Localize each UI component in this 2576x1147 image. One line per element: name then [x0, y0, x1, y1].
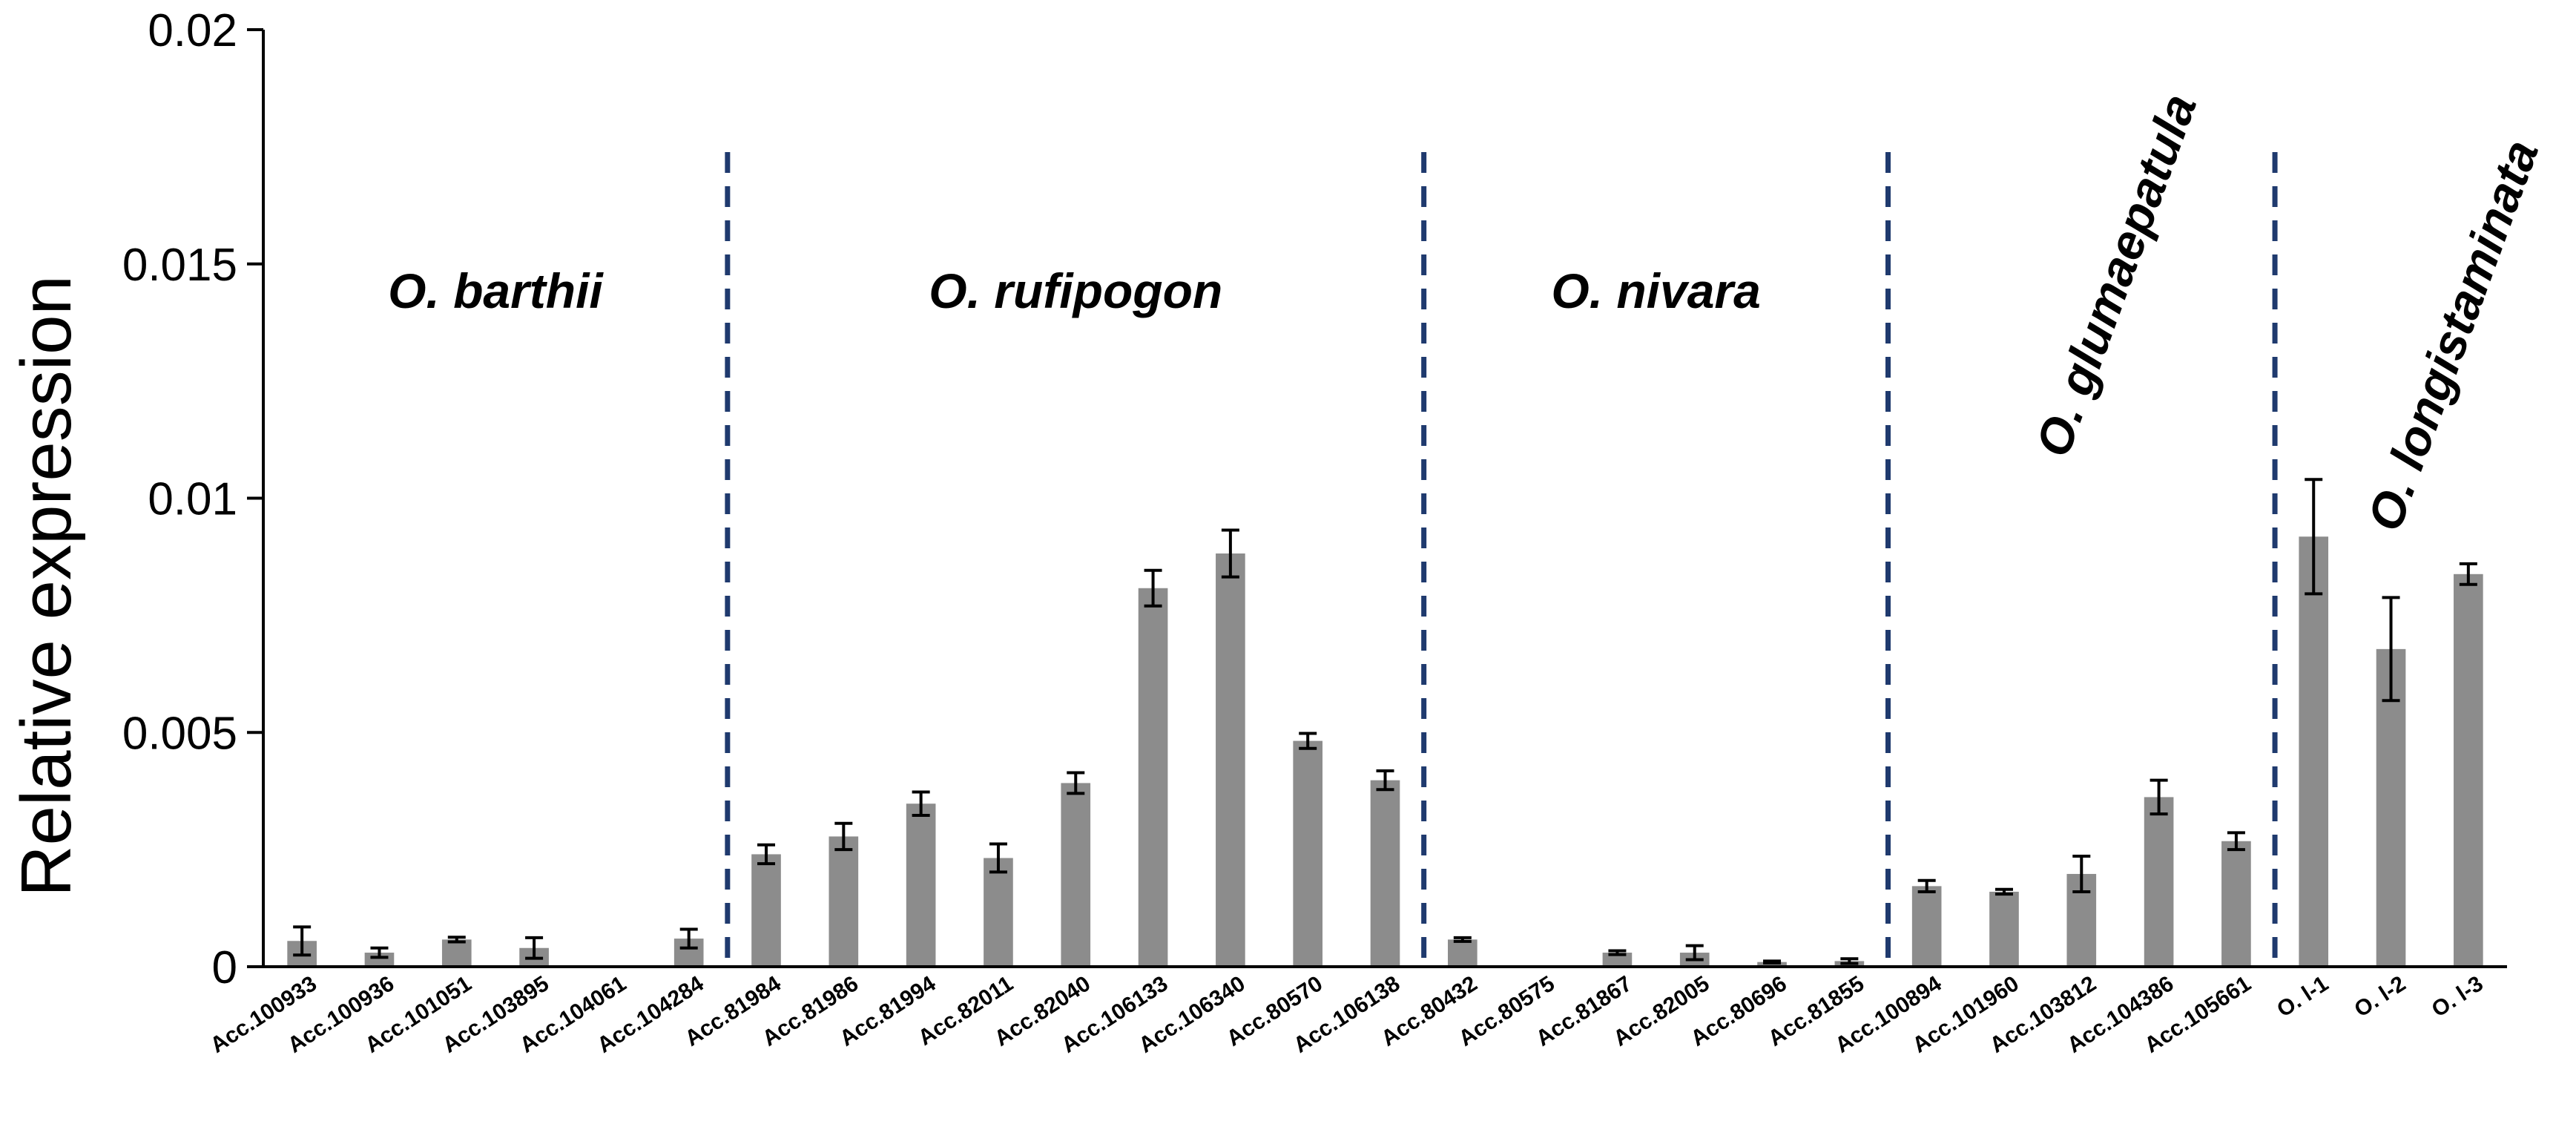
y-tick-label: 0.005 — [122, 708, 237, 759]
bar — [1447, 939, 1478, 967]
x-axis-category-labels: Acc.100933Acc.100936Acc.101051Acc.103895… — [206, 971, 2488, 1058]
y-tick-label: 0.01 — [148, 474, 237, 525]
bar — [1061, 783, 1091, 967]
y-tick-label: 0.02 — [148, 5, 237, 56]
species-group-labels: O. barthii O. rufipogon O. nivara O. glumae… — [388, 87, 2549, 538]
axes — [262, 30, 2507, 968]
group-label: O. glumaepatula — [2025, 87, 2207, 464]
bar — [906, 803, 936, 967]
bar — [1293, 740, 1323, 967]
x-tick-label: O. l-2 — [2350, 971, 2410, 1022]
y-tick-label: 0 — [212, 942, 237, 993]
bar — [1370, 780, 1400, 967]
group-label: O. longistaminata — [2356, 133, 2549, 538]
bar — [2454, 574, 2483, 967]
bar — [984, 858, 1013, 967]
group-label: O. nivara — [1551, 263, 1760, 318]
y-axis: 0 0.005 0.01 0.015 0.02 — [122, 5, 263, 993]
bar — [829, 836, 859, 967]
x-tick-label: O. l-1 — [2273, 971, 2333, 1022]
y-axis-title: Relative expression — [7, 275, 86, 897]
bar — [751, 854, 781, 967]
bar — [2221, 841, 2251, 967]
bar — [2299, 536, 2329, 967]
bar — [1911, 886, 1942, 967]
group-label: O. rufipogon — [929, 263, 1222, 318]
x-tick-label: O. l-3 — [2428, 971, 2488, 1022]
error-bars — [293, 478, 2477, 965]
bar — [441, 939, 472, 967]
bar-series — [287, 536, 2483, 967]
group-label: O. barthii — [388, 263, 604, 318]
bar — [1989, 891, 2019, 967]
bar — [1216, 553, 1245, 967]
bar — [2144, 797, 2174, 967]
y-tick-label: 0.015 — [122, 240, 237, 291]
bar — [1138, 588, 1168, 967]
bar — [1602, 953, 1633, 967]
